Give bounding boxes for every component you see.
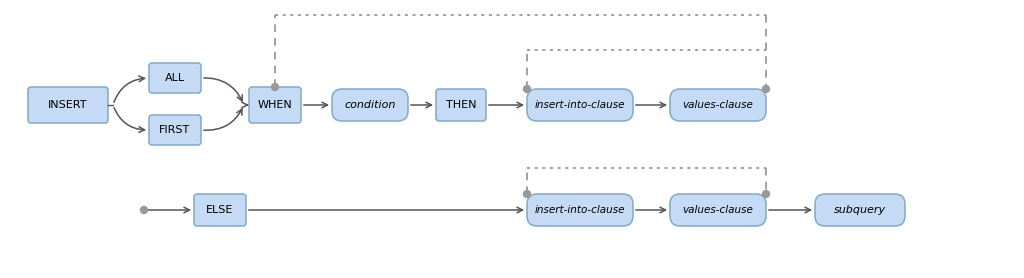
FancyBboxPatch shape <box>527 89 633 121</box>
Text: ALL: ALL <box>165 73 185 83</box>
Text: WHEN: WHEN <box>258 100 293 110</box>
Circle shape <box>140 207 147 214</box>
Text: insert-into-clause: insert-into-clause <box>535 205 626 215</box>
FancyBboxPatch shape <box>28 87 108 123</box>
Text: THEN: THEN <box>445 100 476 110</box>
FancyBboxPatch shape <box>150 115 201 145</box>
FancyBboxPatch shape <box>815 194 905 226</box>
Circle shape <box>523 190 530 197</box>
FancyBboxPatch shape <box>332 89 408 121</box>
Text: values-clause: values-clause <box>683 100 754 110</box>
Circle shape <box>763 190 769 197</box>
FancyBboxPatch shape <box>527 194 633 226</box>
Text: ELSE: ELSE <box>206 205 233 215</box>
Text: condition: condition <box>344 100 395 110</box>
FancyBboxPatch shape <box>150 63 201 93</box>
Text: values-clause: values-clause <box>683 205 754 215</box>
FancyBboxPatch shape <box>249 87 301 123</box>
Text: FIRST: FIRST <box>160 125 190 135</box>
Circle shape <box>271 83 279 91</box>
FancyBboxPatch shape <box>194 194 246 226</box>
Text: subquery: subquery <box>834 205 886 215</box>
FancyBboxPatch shape <box>670 89 766 121</box>
Text: insert-into-clause: insert-into-clause <box>535 100 626 110</box>
Circle shape <box>523 86 530 93</box>
FancyBboxPatch shape <box>670 194 766 226</box>
FancyBboxPatch shape <box>436 89 486 121</box>
Text: INSERT: INSERT <box>48 100 88 110</box>
Circle shape <box>763 86 769 93</box>
